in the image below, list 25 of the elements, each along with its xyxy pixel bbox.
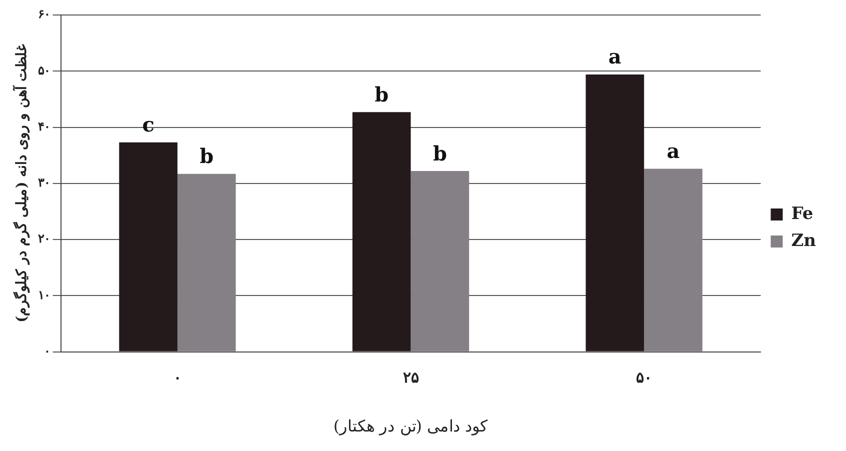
y-tick-label: ۰ [44,344,50,358]
y-tick-label: ۱۰ [38,288,50,302]
bar [410,171,470,352]
data-label: a [608,44,622,69]
x-axis-title: کود دامی (تن در هکتار) [333,416,488,436]
y-tick-label: ۲۰ [38,232,50,246]
data-label: b [432,141,447,166]
bar [644,168,702,352]
data-label: b [200,144,214,168]
bar [177,174,236,352]
legend-label: Fe [791,204,814,224]
y-tick-label: ۵۰ [38,63,50,78]
bar [119,142,178,352]
y-axis-title: غلظت آهن و روی دانه (میلی گرم در کیلوگرم) [12,43,30,323]
data-label: b [374,82,389,106]
bar [352,112,411,352]
x-tick-label: ۰ [173,368,182,387]
y-tick-label: ۶۰ [38,7,50,22]
data-label: a [666,139,680,164]
x-tick-label: ۵۰ [636,368,652,387]
y-tick-label: ۴۰ [38,119,50,134]
x-tick-label: ۲۵ [402,368,419,387]
y-tick-label: ۳۰ [38,176,50,190]
legend-label: Zn [791,230,816,251]
bar [586,74,644,352]
